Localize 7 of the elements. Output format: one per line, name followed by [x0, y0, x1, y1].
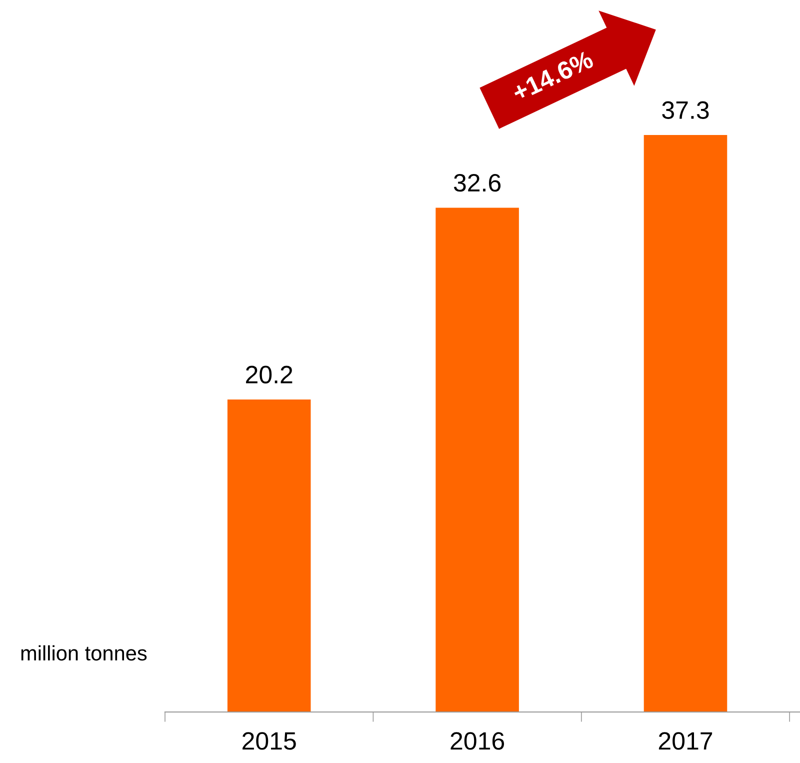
x-tick-label: 2017	[658, 732, 712, 750]
data-label: 32.6	[454, 174, 501, 192]
data-label: 37.3	[662, 101, 709, 119]
x-tick-label: 2016	[450, 732, 504, 750]
x-tick-label: 2015	[242, 732, 296, 750]
data-label: 20.2	[246, 366, 292, 384]
y-axis-title: million tonnes	[21, 645, 147, 661]
